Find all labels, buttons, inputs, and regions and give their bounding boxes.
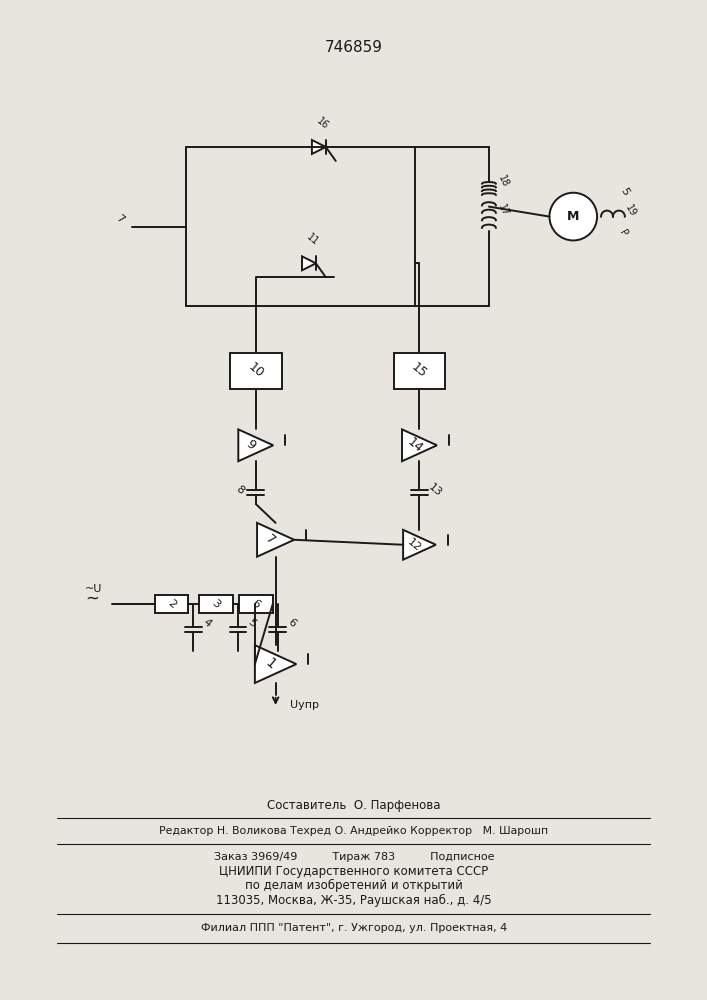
Text: Заказ 3969/49          Тираж 783          Подписное: Заказ 3969/49 Тираж 783 Подписное [214, 852, 494, 862]
Text: 3: 3 [210, 598, 222, 610]
Text: ~U: ~U [86, 584, 103, 594]
Bar [230, 353, 281, 389]
Text: М: М [567, 210, 580, 223]
Text: 18: 18 [496, 174, 510, 189]
Polygon shape [257, 523, 294, 557]
Text: 7: 7 [114, 212, 126, 225]
Text: по делам изобретений и открытий: по делам изобретений и открытий [245, 879, 463, 892]
Polygon shape [238, 429, 273, 461]
Bar [239, 595, 273, 613]
Text: 9: 9 [244, 438, 258, 453]
Polygon shape [402, 429, 437, 461]
Polygon shape [403, 530, 436, 560]
Text: 12: 12 [406, 536, 423, 553]
Bar [155, 595, 188, 613]
Text: 5: 5 [619, 186, 631, 197]
Text: 7: 7 [264, 532, 278, 547]
Bar [394, 353, 445, 389]
Text: 16: 16 [315, 116, 330, 131]
Text: 10: 10 [245, 361, 266, 381]
Text: 17: 17 [496, 203, 510, 218]
Text: 6: 6 [250, 598, 262, 610]
Text: 4: 4 [201, 617, 213, 629]
Text: 2: 2 [165, 598, 177, 611]
Text: Составитель  О. Парфенова: Составитель О. Парфенова [267, 799, 440, 812]
Text: ЦНИИПИ Государственного комитета СССР: ЦНИИПИ Государственного комитета СССР [219, 865, 489, 878]
Text: 19: 19 [623, 203, 638, 219]
Text: Редактор Н. Воликова Техред О. Андрейко Корректор   М. Шарошп: Редактор Н. Воликова Техред О. Андрейко … [160, 826, 549, 836]
Text: 113035, Москва, Ж-35, Раушская наб., д. 4/5: 113035, Москва, Ж-35, Раушская наб., д. … [216, 894, 492, 907]
Text: 11: 11 [305, 232, 320, 247]
Text: 8: 8 [234, 484, 246, 496]
Text: Филиал ППП "Патент", г. Ужгород, ул. Проектная, 4: Филиал ППП "Патент", г. Ужгород, ул. Про… [201, 923, 507, 933]
Text: P: P [617, 228, 629, 238]
Text: Uупр: Uупр [291, 700, 320, 710]
Text: 15: 15 [409, 361, 430, 381]
Polygon shape [312, 140, 326, 154]
Text: 1: 1 [263, 656, 279, 672]
Text: 14: 14 [404, 435, 425, 455]
Text: 5: 5 [246, 617, 257, 629]
Text: 6: 6 [286, 617, 298, 629]
Text: 13: 13 [427, 482, 444, 498]
Circle shape [549, 193, 597, 240]
Polygon shape [255, 645, 296, 683]
Bar [199, 595, 233, 613]
Text: ~: ~ [85, 589, 99, 607]
Text: 746859: 746859 [325, 40, 383, 55]
Polygon shape [302, 256, 316, 270]
